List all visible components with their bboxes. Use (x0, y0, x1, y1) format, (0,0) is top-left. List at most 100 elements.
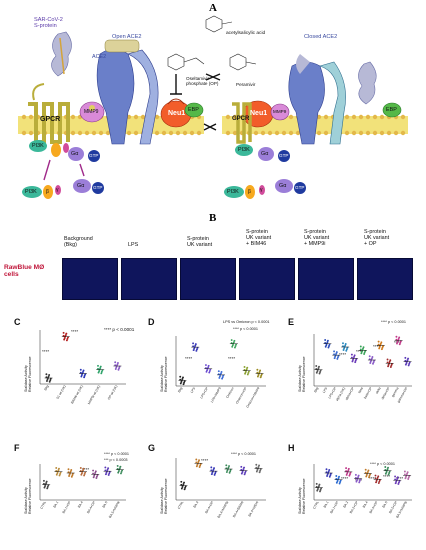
data-point (180, 480, 183, 483)
data-point (101, 369, 104, 372)
data-point (210, 469, 213, 472)
annotation-h-4: **** (383, 474, 391, 479)
panel-letter-e: E (288, 317, 295, 327)
data-point (116, 467, 119, 470)
tick-label: BA.4+OP (86, 501, 96, 515)
data-point (408, 362, 411, 365)
data-point-group (230, 339, 238, 349)
axis-lines (313, 464, 412, 501)
data-point-group (255, 463, 262, 474)
data-point (183, 380, 186, 383)
data-point (46, 378, 49, 381)
col-label-lps: LPS (128, 242, 139, 248)
data-point (398, 343, 401, 346)
data-point (258, 371, 261, 373)
data-point (118, 365, 121, 368)
col-label-s-protein-mmp9i: S-protein UK variant + MMP9i (304, 229, 330, 248)
data-point (378, 479, 381, 481)
data-point (198, 459, 200, 462)
inhibition-marks (170, 73, 221, 131)
label-acetylsalicylic: acetylsalicylic acid (226, 31, 266, 36)
data-point (206, 369, 208, 372)
data-point (65, 339, 68, 342)
data-point (404, 477, 407, 480)
data-point (356, 479, 358, 482)
data-point (355, 480, 358, 483)
data-point (403, 473, 406, 476)
data-point (98, 370, 101, 373)
ebp-protein-right (382, 102, 402, 118)
data-point (359, 478, 362, 481)
data-point (390, 363, 393, 365)
data-point-group (67, 468, 74, 478)
tick-label: BA.1 (323, 500, 330, 508)
data-point (406, 472, 409, 475)
data-point (182, 383, 185, 386)
data-point (362, 346, 365, 349)
data-point (56, 472, 59, 475)
data-point (83, 473, 86, 475)
data-point (96, 474, 99, 476)
data-point (326, 475, 328, 477)
data-point (406, 471, 409, 474)
col-label-background: Background (Bkg) (64, 236, 93, 249)
data-point (68, 473, 71, 476)
data-point (363, 353, 366, 355)
data-point (394, 475, 397, 478)
data-point (345, 349, 348, 352)
data-point (351, 360, 354, 363)
tick-label: BA.1+OP (61, 501, 71, 515)
data-point (395, 338, 398, 341)
gpcr-receptor-left (28, 83, 70, 144)
label-gtp-bottom-right: GTP (295, 185, 305, 190)
data-point (407, 357, 410, 360)
annotation-c-3: **** p < 0.0001 (104, 327, 135, 332)
data-point (324, 339, 327, 341)
label-open-ace2: Open ACE2 (112, 34, 142, 40)
data-point (225, 464, 228, 467)
data-point (79, 368, 82, 371)
data-point (334, 355, 337, 358)
chart-h: CTRL BA.1 BA.1+OP BA.2 BA.2+OP BA.4 BA.4+OP BA.… (312, 464, 412, 519)
data-point (318, 483, 321, 486)
data-point (95, 477, 98, 479)
col-label-s-protein: S-protein UK variant (187, 236, 213, 249)
data-point (257, 466, 260, 468)
data-point (354, 476, 357, 479)
data-point (243, 369, 246, 371)
data-point (94, 470, 97, 473)
data-point (407, 364, 410, 367)
ebp-protein-left (184, 102, 204, 118)
data-point-group (345, 467, 352, 477)
data-point (225, 467, 228, 470)
image-well-s-protein-op (357, 258, 413, 300)
data-point (80, 473, 83, 476)
data-point (325, 344, 328, 347)
data-point (315, 482, 318, 485)
data-point (194, 343, 197, 346)
data-point (381, 346, 384, 349)
tick-label: BA.1 (52, 500, 59, 508)
data-point (232, 341, 235, 344)
data-point (387, 466, 389, 469)
data-point (99, 365, 102, 368)
label-spike: SAR-CoV-2 S-protein (34, 17, 63, 30)
data-point-group (179, 375, 186, 386)
data-point (359, 345, 362, 348)
data-point (246, 366, 249, 369)
data-point (116, 363, 119, 366)
data-point (355, 358, 358, 361)
data-point (386, 358, 389, 361)
data-point (259, 468, 262, 471)
annotation-f-2: *** p < 0.0003 (104, 458, 128, 462)
data-point (199, 464, 202, 467)
data-point (82, 469, 84, 472)
tick-label: CTRL (39, 500, 47, 509)
data-point-group (243, 366, 250, 376)
annotation-e-2: **** (339, 352, 347, 357)
data-point (66, 337, 69, 340)
data-point (382, 345, 384, 348)
data-point (255, 466, 258, 469)
label-pi3k-right: PI3K (238, 147, 250, 153)
data-point-group (386, 358, 393, 368)
